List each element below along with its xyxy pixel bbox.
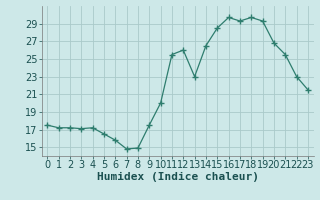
X-axis label: Humidex (Indice chaleur): Humidex (Indice chaleur) — [97, 172, 259, 182]
